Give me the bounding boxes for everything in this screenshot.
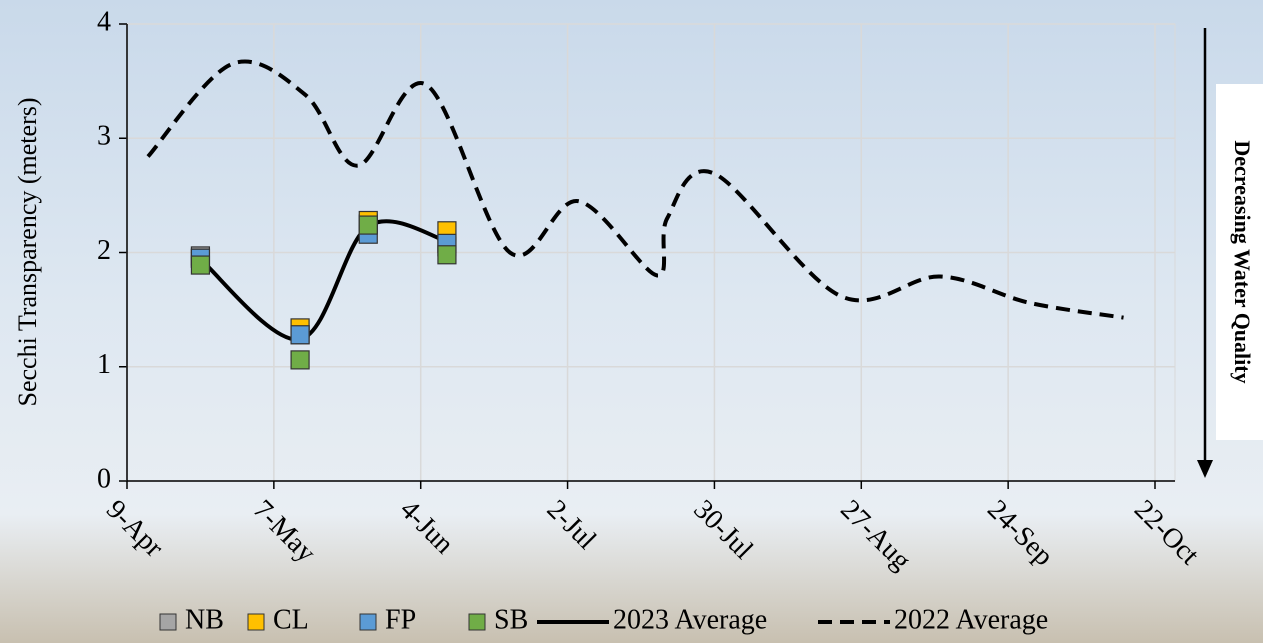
legend-marker	[359, 613, 377, 631]
marker	[358, 215, 378, 235]
legend-label: 2023 Average	[613, 604, 767, 635]
y-tick-label: 3	[97, 121, 111, 152]
legend-label: CL	[273, 604, 309, 635]
marker	[437, 245, 457, 265]
arrow-head	[1197, 460, 1213, 478]
y-axis-label: Secchi Transparency (meters)	[13, 97, 42, 406]
legend-marker	[468, 613, 486, 631]
marker	[290, 325, 310, 345]
line	[146, 59, 1124, 320]
y-tick-label: 2	[97, 235, 111, 266]
line	[199, 219, 448, 342]
legend-marker	[247, 613, 265, 631]
y-tick-label: 4	[97, 6, 111, 37]
marker	[290, 350, 310, 370]
y-tick-label: 0	[97, 463, 111, 494]
legend-marker	[159, 613, 177, 631]
y-tick-label: 1	[97, 349, 111, 380]
legend-label: SB	[494, 604, 528, 635]
annotation: Decreasing Water Quality	[1230, 140, 1255, 383]
legend-label: NB	[185, 604, 224, 635]
legend-label: 2022 Average	[894, 604, 1048, 635]
marker	[190, 255, 211, 275]
annotation-box	[1216, 84, 1263, 440]
legend-label: FP	[385, 604, 416, 635]
